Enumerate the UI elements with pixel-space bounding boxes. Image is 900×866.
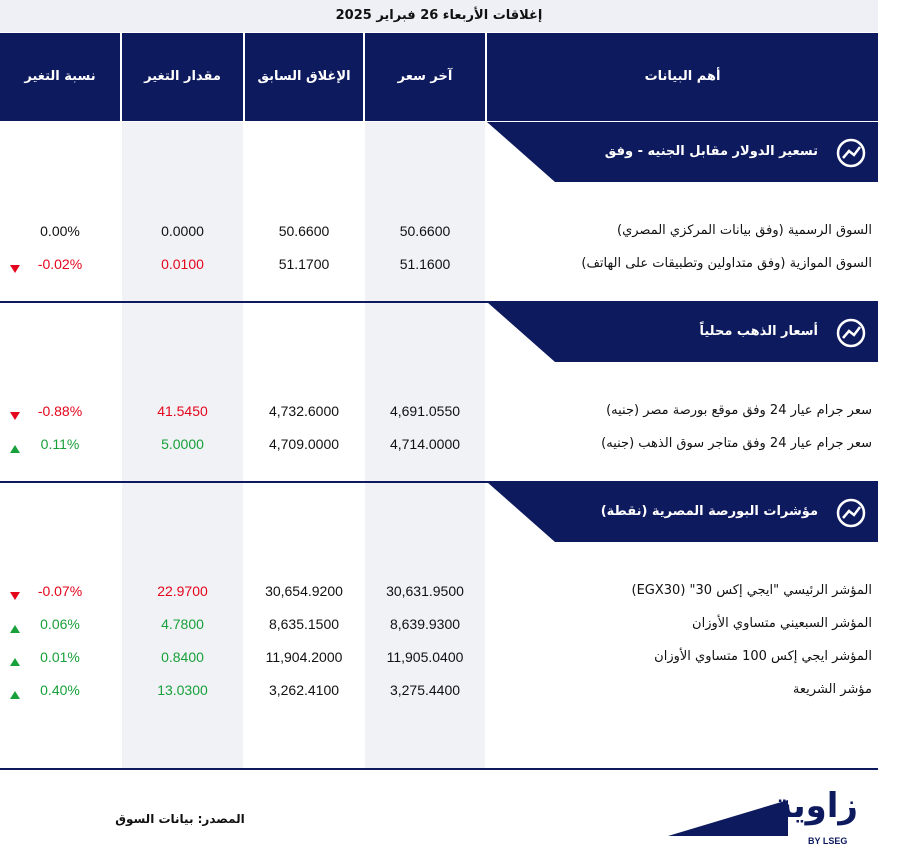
section-rule bbox=[0, 301, 878, 303]
logo: زاوية BY LSEG bbox=[668, 786, 858, 850]
column-shade bbox=[365, 122, 485, 768]
cell-value: 4.7800 bbox=[161, 616, 204, 632]
column-header: مقدار التغير bbox=[144, 69, 221, 84]
section-title: تسعير الدولار مقابل الجنيه - وفق bbox=[604, 144, 818, 159]
cell-value: 4,714.0000 bbox=[389, 436, 461, 452]
column-header: نسبة التغير bbox=[24, 69, 96, 84]
cell-value: 0.00% bbox=[40, 223, 80, 239]
logo-text: زاوية bbox=[772, 786, 858, 826]
arrow bbox=[10, 412, 20, 420]
section-title: أسعار الذهب محلياً bbox=[699, 324, 818, 339]
section-rule bbox=[0, 481, 878, 483]
cell-value: 0.06% bbox=[40, 616, 80, 632]
arrow bbox=[10, 265, 20, 273]
cell-value: 11,905.0400 bbox=[386, 649, 464, 665]
cell-value: 11,904.2000 bbox=[265, 649, 343, 665]
section-banner: مؤشرات البورصة المصرية (نقطة) bbox=[487, 482, 878, 542]
column-separator bbox=[363, 33, 365, 121]
trend-arrow bbox=[10, 260, 22, 273]
header-row bbox=[0, 33, 878, 121]
source-note: المصدر: بيانات السوق bbox=[115, 812, 245, 826]
cell-value: 3,275.4400 bbox=[389, 682, 461, 698]
row-label: سعر جرام عيار 24 وفق متاجر سوق الذهب (جن… bbox=[601, 436, 872, 451]
arrow bbox=[10, 625, 20, 633]
cell-value: 8,635.1500 bbox=[268, 616, 340, 632]
trend-arrow bbox=[10, 587, 22, 600]
cell-value: 51.1600 bbox=[399, 256, 451, 272]
arrow bbox=[10, 592, 20, 600]
cell-value: 4,709.0000 bbox=[268, 436, 340, 452]
arrow bbox=[10, 445, 20, 453]
logo-subtext: BY LSEG bbox=[808, 836, 848, 846]
arrow bbox=[10, 658, 20, 666]
cell-value: 0.0100 bbox=[161, 256, 204, 272]
cell-value: -0.88% bbox=[37, 403, 83, 419]
title-bar: إغلاقات الأربعاء 26 فبراير 2025 bbox=[0, 0, 878, 32]
cell-value: 0.0000 bbox=[161, 223, 204, 239]
icon bbox=[836, 138, 866, 168]
row-label: السوق الموازية (وفق متداولين وتطبيقات عل… bbox=[581, 256, 872, 271]
cell-value: 4,691.0550 bbox=[389, 403, 461, 419]
cell-value: 50.6600 bbox=[278, 223, 330, 239]
column-shade bbox=[122, 122, 243, 768]
column-header: أهم البيانات bbox=[644, 69, 721, 84]
column-separator bbox=[243, 33, 245, 121]
cell-value: 41.5450 bbox=[157, 403, 208, 419]
section-icon bbox=[834, 496, 868, 530]
cell-value: 51.1700 bbox=[278, 256, 330, 272]
cell-value: 0.8400 bbox=[161, 649, 204, 665]
section-icon bbox=[834, 136, 868, 170]
row-label: المؤشر الرئيسي "ايجي إكس 30" (EGX30) bbox=[631, 583, 873, 598]
logo-shape bbox=[668, 800, 788, 836]
section-banner: أسعار الذهب محلياً bbox=[487, 302, 878, 362]
cell-value: 0.40% bbox=[40, 682, 80, 698]
row-label: مؤشر الشريعة bbox=[792, 682, 872, 697]
trend-arrow bbox=[10, 620, 22, 633]
cell-value: 13.0300 bbox=[157, 682, 208, 698]
row-label: المؤشر السبعيني متساوي الأوزان bbox=[692, 616, 872, 631]
trend-arrow bbox=[10, 686, 22, 699]
trend-arrow bbox=[10, 440, 22, 453]
cell-value: 0.01% bbox=[40, 649, 80, 665]
section-icon bbox=[834, 316, 868, 350]
column-header: آخر سعر bbox=[397, 69, 453, 84]
section-banner: تسعير الدولار مقابل الجنيه - وفق bbox=[487, 122, 878, 182]
cell-value: 8,639.9300 bbox=[389, 616, 461, 632]
cell-value: -0.07% bbox=[37, 583, 83, 599]
cell-value: -0.02% bbox=[37, 256, 83, 272]
cell-value: 30,631.9500 bbox=[386, 583, 464, 599]
row-label: سعر جرام عيار 24 وفق موقع بورصة مصر (جني… bbox=[606, 403, 872, 418]
trend-arrow bbox=[10, 653, 22, 666]
cell-value: 5.0000 bbox=[161, 436, 204, 452]
cell-value: 50.6600 bbox=[399, 223, 451, 239]
row-label: السوق الرسمية (وفق بيانات المركزي المصري… bbox=[617, 223, 872, 238]
trend-arrow bbox=[10, 407, 22, 420]
cell-value: 4,732.6000 bbox=[268, 403, 340, 419]
arrow bbox=[10, 691, 20, 699]
icon bbox=[836, 318, 866, 348]
cell-value: 3,262.4100 bbox=[268, 682, 340, 698]
footer-rule bbox=[0, 768, 878, 770]
cell-value: 30,654.9200 bbox=[265, 583, 343, 599]
section-title: مؤشرات البورصة المصرية (نقطة) bbox=[600, 504, 818, 519]
row-label: المؤشر ايجي إكس 100 متساوي الأوزان bbox=[654, 649, 872, 664]
cell-value: 22.9700 bbox=[157, 583, 208, 599]
icon bbox=[836, 498, 866, 528]
column-header: الإغلاق السابق bbox=[257, 69, 351, 84]
cell-value: 0.11% bbox=[40, 436, 80, 452]
column-separator bbox=[485, 33, 487, 121]
column-separator bbox=[120, 33, 122, 121]
logo-wedge bbox=[668, 800, 788, 836]
